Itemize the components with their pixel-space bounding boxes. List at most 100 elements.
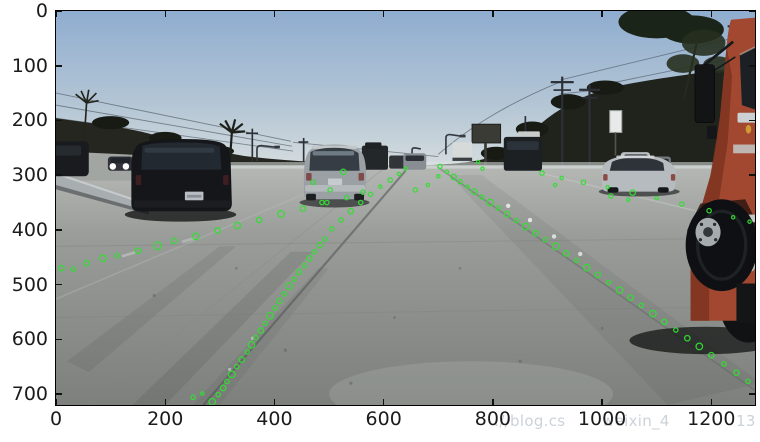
lane-point <box>277 210 285 218</box>
y-tick-mark <box>56 393 62 395</box>
lane-point <box>626 197 631 203</box>
y-tick-label: 400 <box>11 218 48 241</box>
lane-point <box>615 286 624 294</box>
lane-point <box>435 173 441 179</box>
lane-point <box>503 210 511 218</box>
lane-point <box>559 175 564 181</box>
lane-point <box>219 384 227 392</box>
lane-point <box>707 351 715 359</box>
lane-point <box>272 305 278 311</box>
x-tick-label: 0 <box>49 408 63 430</box>
y-tick-label: 300 <box>11 164 48 187</box>
lane-point <box>99 254 107 263</box>
plot-frame <box>55 10 756 406</box>
lane-point <box>479 194 485 200</box>
highway-photo <box>56 11 755 405</box>
x-tick-mark <box>56 399 57 405</box>
lane-point <box>605 184 610 190</box>
dark-suv <box>124 139 237 222</box>
x-tick-mark <box>710 399 713 405</box>
lane-point <box>580 179 587 186</box>
x-tick-label: 1200 <box>687 408 736 430</box>
lane-point <box>629 189 637 197</box>
lane-point <box>552 182 558 188</box>
lane-point <box>58 264 65 272</box>
lane-point <box>745 378 751 385</box>
lane-point <box>233 221 242 230</box>
lane-point <box>733 369 740 377</box>
lane-point <box>513 217 520 224</box>
lane-point <box>327 187 333 193</box>
lane-point <box>153 241 163 251</box>
lane-point <box>227 370 236 379</box>
lane-point <box>396 171 402 177</box>
lane-point <box>695 342 704 351</box>
lane-point <box>648 309 657 318</box>
lane-point <box>301 262 308 269</box>
lane-point <box>450 173 457 181</box>
palm-tree <box>75 89 99 137</box>
lane-point <box>475 159 481 165</box>
lane-point <box>214 227 222 234</box>
lane-point <box>247 340 256 349</box>
lane-point <box>295 268 303 276</box>
lane-point <box>360 189 366 195</box>
x-tick-mark <box>601 399 603 405</box>
lane-point <box>457 178 463 185</box>
y-tick-mark <box>56 283 62 286</box>
y-tick-mark <box>749 229 755 231</box>
y-tick-label: 700 <box>11 383 48 406</box>
lane-point <box>134 247 142 255</box>
x-tick-label: 1000 <box>577 408 627 430</box>
lane-point <box>521 222 530 231</box>
lane-point <box>638 302 645 309</box>
billboard <box>471 123 502 165</box>
x-tick-mark <box>492 399 494 405</box>
lane-point <box>338 217 344 223</box>
median-barrier <box>56 172 149 215</box>
right-hill <box>405 65 755 166</box>
lane-point <box>378 184 383 189</box>
lane-point <box>339 168 347 176</box>
lane-point <box>266 311 274 320</box>
lane-point <box>608 193 614 199</box>
lane-point <box>83 259 90 267</box>
lane-point <box>660 318 668 326</box>
speed-limit-sign <box>609 110 623 156</box>
lane-point <box>281 291 288 297</box>
lane-point <box>255 216 263 224</box>
lane-point <box>233 363 240 370</box>
y-tick-label: 100 <box>11 54 48 77</box>
y-tick-mark <box>749 338 755 341</box>
lane-point <box>357 199 364 206</box>
street-lamps <box>256 133 466 161</box>
eucalyptus-tree <box>618 11 733 99</box>
x-tick-mark <box>492 11 494 17</box>
lane-point <box>679 201 685 207</box>
lane-point <box>190 394 196 401</box>
lane-point <box>291 276 297 282</box>
lane-point <box>532 229 539 237</box>
lane-point <box>730 215 736 220</box>
x-tick-mark <box>164 399 167 405</box>
lane-point <box>470 188 478 195</box>
lane-point <box>542 236 549 243</box>
lane-point <box>347 207 355 215</box>
y-tick-label: 200 <box>11 109 48 132</box>
lane-point <box>444 169 450 175</box>
x-tick-mark <box>710 11 713 17</box>
lane-point <box>403 166 408 171</box>
lane-point <box>321 236 328 243</box>
lane-point <box>275 297 283 305</box>
lane-point <box>328 225 335 232</box>
lane-point <box>114 252 120 259</box>
lane-point <box>170 237 178 245</box>
y-tick-mark <box>56 338 62 341</box>
y-tick-label: 500 <box>11 273 48 296</box>
lane-point <box>257 327 265 334</box>
y-tick-mark <box>749 174 755 176</box>
lane-point <box>70 266 77 273</box>
lane-point <box>306 254 313 262</box>
lane-point <box>464 184 470 189</box>
y-tick-mark <box>749 393 755 395</box>
